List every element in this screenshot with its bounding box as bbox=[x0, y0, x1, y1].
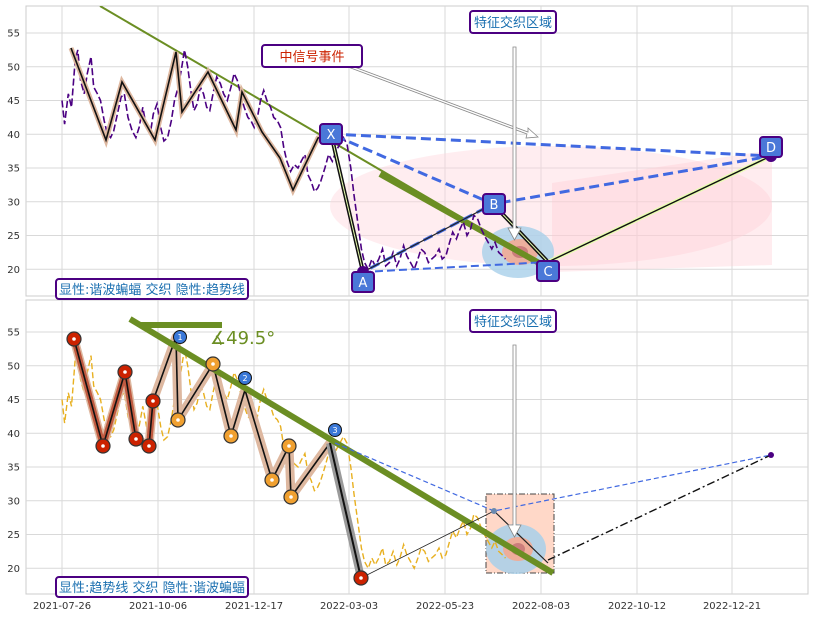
bottom-pattern-ab bbox=[360, 510, 495, 579]
note-marker-dot bbox=[287, 444, 291, 448]
signal-arrow bbox=[347, 64, 539, 139]
bottom-pattern-cd bbox=[547, 454, 772, 561]
x-tick-label: 2022-05-23 bbox=[416, 601, 474, 612]
top-price-series bbox=[61, 49, 507, 272]
x-tick-label: 2022-10-12 bbox=[608, 601, 666, 612]
bottom-y-tick-label: 30 bbox=[7, 496, 20, 507]
note-marker-dot bbox=[270, 478, 274, 482]
pattern-label-x: X bbox=[319, 123, 343, 145]
bottom-y-tick-label: 50 bbox=[7, 361, 20, 372]
signal-event-label: 中信号事件 bbox=[279, 50, 344, 65]
bottom-y-tick-label: 55 bbox=[7, 328, 20, 339]
pattern-label-b: B bbox=[482, 193, 506, 215]
event-mark-2: 2 bbox=[238, 371, 252, 385]
pattern-label-d-text: D bbox=[766, 141, 776, 156]
zone-arrow-bottom bbox=[507, 344, 522, 538]
bottom-trend-line bbox=[128, 316, 555, 576]
leg-ab bbox=[362, 203, 494, 273]
bottom-zone-label: 特征交织区域 bbox=[474, 314, 552, 330]
bottom-legend-label: 显性:趋势线 交织 隐性:谐波蝙蝠 bbox=[59, 580, 245, 596]
leg-xa-core bbox=[330, 133, 364, 273]
note-marker-dot bbox=[101, 444, 105, 448]
top-y-tick-label: 40 bbox=[7, 130, 20, 141]
signal-event-box: 中信号事件 bbox=[261, 44, 363, 68]
note-marker-dot bbox=[176, 418, 180, 422]
bottom-y-tick-label: 40 bbox=[7, 429, 20, 440]
x-tick-label: 2021-12-17 bbox=[225, 601, 283, 612]
pattern-ac bbox=[362, 261, 549, 273]
note-marker-dot bbox=[229, 434, 233, 438]
bottom-leg bbox=[329, 442, 362, 579]
bottom-y-axis: 20 25 30 35 40 45 50 55 bbox=[7, 328, 20, 575]
top-y-tick-label: 45 bbox=[7, 96, 20, 107]
top-y-tick-label: 30 bbox=[7, 197, 20, 208]
bottom-point-b bbox=[491, 508, 497, 514]
bottom-y-tick-label: 25 bbox=[7, 530, 20, 541]
note-marker-dot bbox=[211, 362, 215, 366]
event-mark-3-text: 3 bbox=[332, 426, 337, 435]
x-tick-label: 2022-03-03 bbox=[320, 601, 378, 612]
pattern-label-c-text: C bbox=[543, 265, 552, 280]
zone-arrow-top bbox=[507, 46, 522, 241]
pattern-label-a-text: A bbox=[359, 276, 368, 291]
note-marker-dot bbox=[289, 495, 293, 499]
top-y-axis: 20 25 30 35 40 45 50 55 bbox=[7, 29, 20, 276]
bottom-point-d bbox=[768, 452, 774, 458]
note-marker-dot bbox=[151, 399, 155, 403]
bottom-y-tick-label: 35 bbox=[7, 463, 20, 474]
pattern-label-d: D bbox=[759, 136, 783, 158]
x-axis: 2021-07-26 2021-10-06 2021-12-17 2022-03-03… bbox=[33, 601, 761, 612]
bottom-zone-box: 特征交织区域 bbox=[469, 309, 557, 333]
top-zigzag bbox=[70, 47, 332, 192]
top-zone-box: 特征交织区域 bbox=[469, 10, 557, 34]
note-marker-dot bbox=[147, 444, 151, 448]
x-tick-label: 2022-08-03 bbox=[512, 601, 570, 612]
note-marker-dot bbox=[134, 437, 138, 441]
top-trend-thick bbox=[378, 171, 550, 271]
note-marker-dot bbox=[72, 337, 76, 341]
top-zone-ellipse bbox=[330, 146, 772, 266]
x-tick-label: 2021-07-26 bbox=[33, 601, 91, 612]
note-marker-dot bbox=[123, 370, 127, 374]
top-legend-box: 显性:谐波蝙蝠 交织 隐性:趋势线 bbox=[55, 278, 249, 300]
top-y-tick-label: 50 bbox=[7, 62, 20, 73]
pattern-label-c: C bbox=[536, 260, 560, 282]
top-y-tick-label: 55 bbox=[7, 29, 20, 40]
top-y-tick-label: 35 bbox=[7, 164, 20, 175]
bottom-legend-box: 显性:趋势线 交织 隐性:谐波蝙蝠 bbox=[55, 576, 249, 598]
note-markers bbox=[66, 331, 369, 586]
event-mark-1-text: 1 bbox=[177, 333, 182, 342]
leg-cd bbox=[547, 155, 772, 263]
angle-label: ∡49.5° bbox=[210, 328, 275, 349]
x-tick-label: 2021-10-06 bbox=[129, 601, 187, 612]
bottom-grid bbox=[26, 300, 808, 594]
pattern-label-b-text: B bbox=[490, 198, 499, 213]
top-plot-area bbox=[61, 6, 777, 278]
bottom-pattern-bc bbox=[493, 510, 549, 564]
pattern-label-a: A bbox=[351, 271, 375, 293]
event-mark-3: 3 bbox=[328, 423, 342, 437]
note-marker-dot bbox=[359, 576, 363, 580]
bottom-y-tick-label: 45 bbox=[7, 395, 20, 406]
x-tick-label: 2022-12-21 bbox=[703, 601, 761, 612]
pattern-label-x-text: X bbox=[327, 128, 336, 143]
top-legend-label: 显性:谐波蝙蝠 交织 隐性:趋势线 bbox=[59, 282, 245, 298]
event-mark-2-text: 2 bbox=[242, 374, 247, 383]
top-y-tick-label: 25 bbox=[7, 231, 20, 242]
top-zone-label: 特征交织区域 bbox=[474, 15, 552, 31]
top-y-tick-label: 20 bbox=[7, 265, 20, 276]
event-mark-1: 1 bbox=[173, 330, 187, 344]
bottom-y-tick-label: 20 bbox=[7, 564, 20, 575]
